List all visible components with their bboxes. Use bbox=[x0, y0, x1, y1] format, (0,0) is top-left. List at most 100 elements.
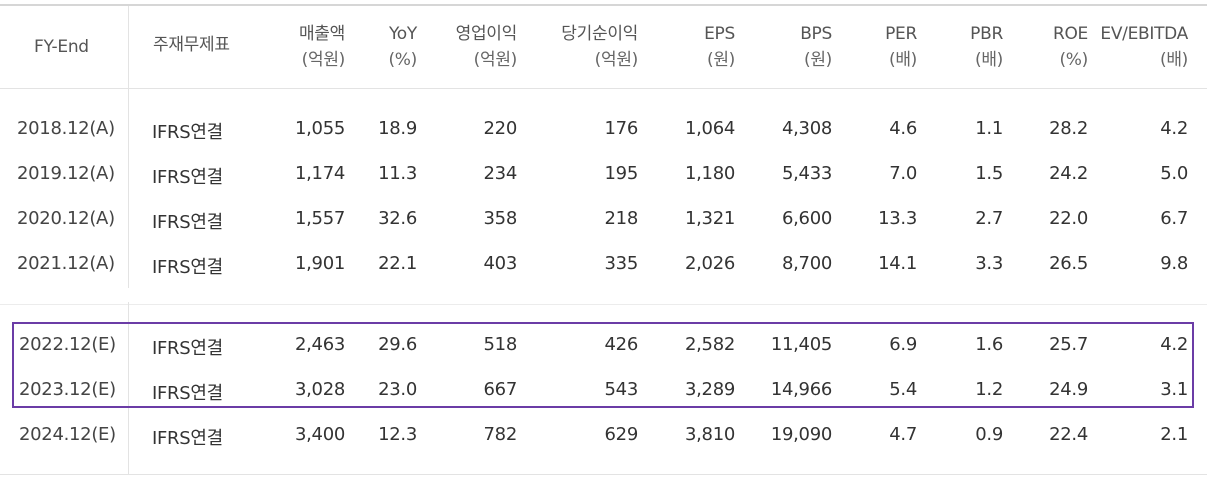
header-yoy: YoY (%) bbox=[388, 21, 417, 73]
fy-cell: 2019.12(A) bbox=[17, 163, 115, 184]
net-income-cell: 176 bbox=[604, 118, 639, 139]
per-cell: 4.7 bbox=[889, 424, 917, 445]
pbr-cell: 1.6 bbox=[975, 334, 1003, 355]
table-top-border bbox=[0, 4, 1207, 6]
type-cell: IFRS연결 bbox=[152, 167, 223, 188]
header-fy-end: FY-End bbox=[34, 37, 89, 57]
ev-ebitda-cell: 3.1 bbox=[1160, 379, 1188, 400]
eps-cell: 1,064 bbox=[684, 118, 735, 139]
per-cell: 5.4 bbox=[889, 379, 917, 400]
fy-cell: 2018.12(A) bbox=[17, 118, 115, 139]
roe-cell: 24.2 bbox=[1049, 163, 1088, 184]
header-sales-unit: (억원) bbox=[301, 50, 346, 70]
sales-cell: 1,174 bbox=[294, 163, 345, 184]
net-income-cell: 543 bbox=[604, 379, 639, 400]
eps-cell: 2,026 bbox=[684, 253, 735, 274]
fy-cell: 2022.12(E) bbox=[19, 334, 116, 355]
net-income-cell: 629 bbox=[604, 424, 639, 445]
roe-cell: 22.0 bbox=[1049, 208, 1088, 229]
yoy-cell: 29.6 bbox=[378, 334, 417, 355]
yoy-cell: 12.3 bbox=[378, 424, 417, 445]
bps-cell: 5,433 bbox=[781, 163, 832, 184]
bps-cell: 6,600 bbox=[781, 208, 832, 229]
header-pbr: PBR (배) bbox=[970, 21, 1003, 73]
ev-ebitda-cell: 9.8 bbox=[1160, 253, 1188, 274]
pbr-cell: 0.9 bbox=[975, 424, 1003, 445]
header-net-income-unit: (억원) bbox=[594, 50, 639, 70]
header-op-income-unit: (억원) bbox=[473, 50, 518, 70]
op-income-cell: 518 bbox=[483, 334, 518, 355]
per-cell: 13.3 bbox=[878, 208, 917, 229]
roe-cell: 26.5 bbox=[1049, 253, 1088, 274]
type-cell: IFRS연결 bbox=[152, 122, 223, 143]
header-roe-unit: (%) bbox=[1059, 50, 1088, 70]
fy-cell: 2024.12(E) bbox=[19, 424, 116, 445]
op-income-cell: 782 bbox=[483, 424, 518, 445]
sales-cell: 3,400 bbox=[294, 424, 345, 445]
type-cell: IFRS연결 bbox=[152, 428, 223, 449]
header-op-income: 영업이익 (억원) bbox=[455, 21, 518, 73]
net-income-cell: 335 bbox=[604, 253, 639, 274]
op-income-cell: 358 bbox=[483, 208, 518, 229]
type-cell: IFRS연결 bbox=[152, 338, 223, 359]
per-cell: 14.1 bbox=[878, 253, 917, 274]
sales-cell: 2,463 bbox=[294, 334, 345, 355]
sales-cell: 1,557 bbox=[294, 208, 345, 229]
first-column-divider bbox=[128, 6, 129, 474]
type-cell: IFRS연결 bbox=[152, 383, 223, 404]
header-ev-ebitda: EV/EBITDA (배) bbox=[1100, 21, 1188, 73]
fy-cell: 2021.12(A) bbox=[17, 253, 115, 274]
header-eps-unit: (원) bbox=[706, 50, 735, 70]
header-eps-name: EPS bbox=[704, 24, 735, 44]
header-eps: EPS (원) bbox=[704, 21, 735, 73]
pbr-cell: 1.2 bbox=[975, 379, 1003, 400]
eps-cell: 3,289 bbox=[684, 379, 735, 400]
header-yoy-name: YoY bbox=[388, 24, 417, 44]
bps-cell: 8,700 bbox=[781, 253, 832, 274]
header-bottom-border bbox=[0, 88, 1207, 89]
header-roe-name: ROE bbox=[1052, 24, 1088, 44]
per-cell: 4.6 bbox=[889, 118, 917, 139]
op-income-cell: 667 bbox=[483, 379, 518, 400]
ev-ebitda-cell: 4.2 bbox=[1160, 118, 1188, 139]
type-cell: IFRS연결 bbox=[152, 257, 223, 278]
header-sales: 매출액 (억원) bbox=[299, 21, 345, 73]
header-ev-ebitda-name: EV/EBITDA bbox=[1100, 24, 1188, 44]
sales-cell: 3,028 bbox=[294, 379, 345, 400]
header-bps: BPS (원) bbox=[800, 21, 832, 73]
header-main-table: 주재무제표 bbox=[153, 35, 230, 55]
yoy-cell: 11.3 bbox=[378, 163, 417, 184]
header-bps-name: BPS bbox=[800, 24, 832, 44]
yoy-cell: 18.9 bbox=[378, 118, 417, 139]
header-op-income-name: 영업이익 bbox=[455, 24, 518, 44]
yoy-cell: 23.0 bbox=[378, 379, 417, 400]
yoy-cell: 22.1 bbox=[378, 253, 417, 274]
type-cell: IFRS연결 bbox=[152, 212, 223, 233]
bps-cell: 11,405 bbox=[770, 334, 832, 355]
bps-cell: 4,308 bbox=[781, 118, 832, 139]
fy-cell: 2023.12(E) bbox=[19, 379, 116, 400]
header-net-income-name: 당기순이익 bbox=[561, 24, 638, 44]
sales-cell: 1,055 bbox=[294, 118, 345, 139]
roe-cell: 28.2 bbox=[1049, 118, 1088, 139]
table-bottom-border bbox=[0, 474, 1207, 475]
sales-cell: 1,901 bbox=[294, 253, 345, 274]
eps-cell: 1,180 bbox=[684, 163, 735, 184]
header-ev-ebitda-unit: (배) bbox=[1159, 50, 1188, 70]
net-income-cell: 218 bbox=[604, 208, 639, 229]
eps-cell: 3,810 bbox=[684, 424, 735, 445]
pbr-cell: 3.3 bbox=[975, 253, 1003, 274]
op-income-cell: 234 bbox=[483, 163, 518, 184]
header-per: PER (배) bbox=[885, 21, 917, 73]
roe-cell: 22.4 bbox=[1049, 424, 1088, 445]
fy-cell: 2020.12(A) bbox=[17, 208, 115, 229]
header-per-unit: (배) bbox=[888, 50, 917, 70]
header-yoy-unit: (%) bbox=[388, 50, 417, 70]
header-sales-name: 매출액 bbox=[298, 24, 345, 44]
op-income-cell: 403 bbox=[483, 253, 518, 274]
ev-ebitda-cell: 6.7 bbox=[1160, 208, 1188, 229]
actual-estimate-separator bbox=[0, 304, 1207, 305]
pbr-cell: 1.5 bbox=[975, 163, 1003, 184]
ev-ebitda-cell: 4.2 bbox=[1160, 334, 1188, 355]
